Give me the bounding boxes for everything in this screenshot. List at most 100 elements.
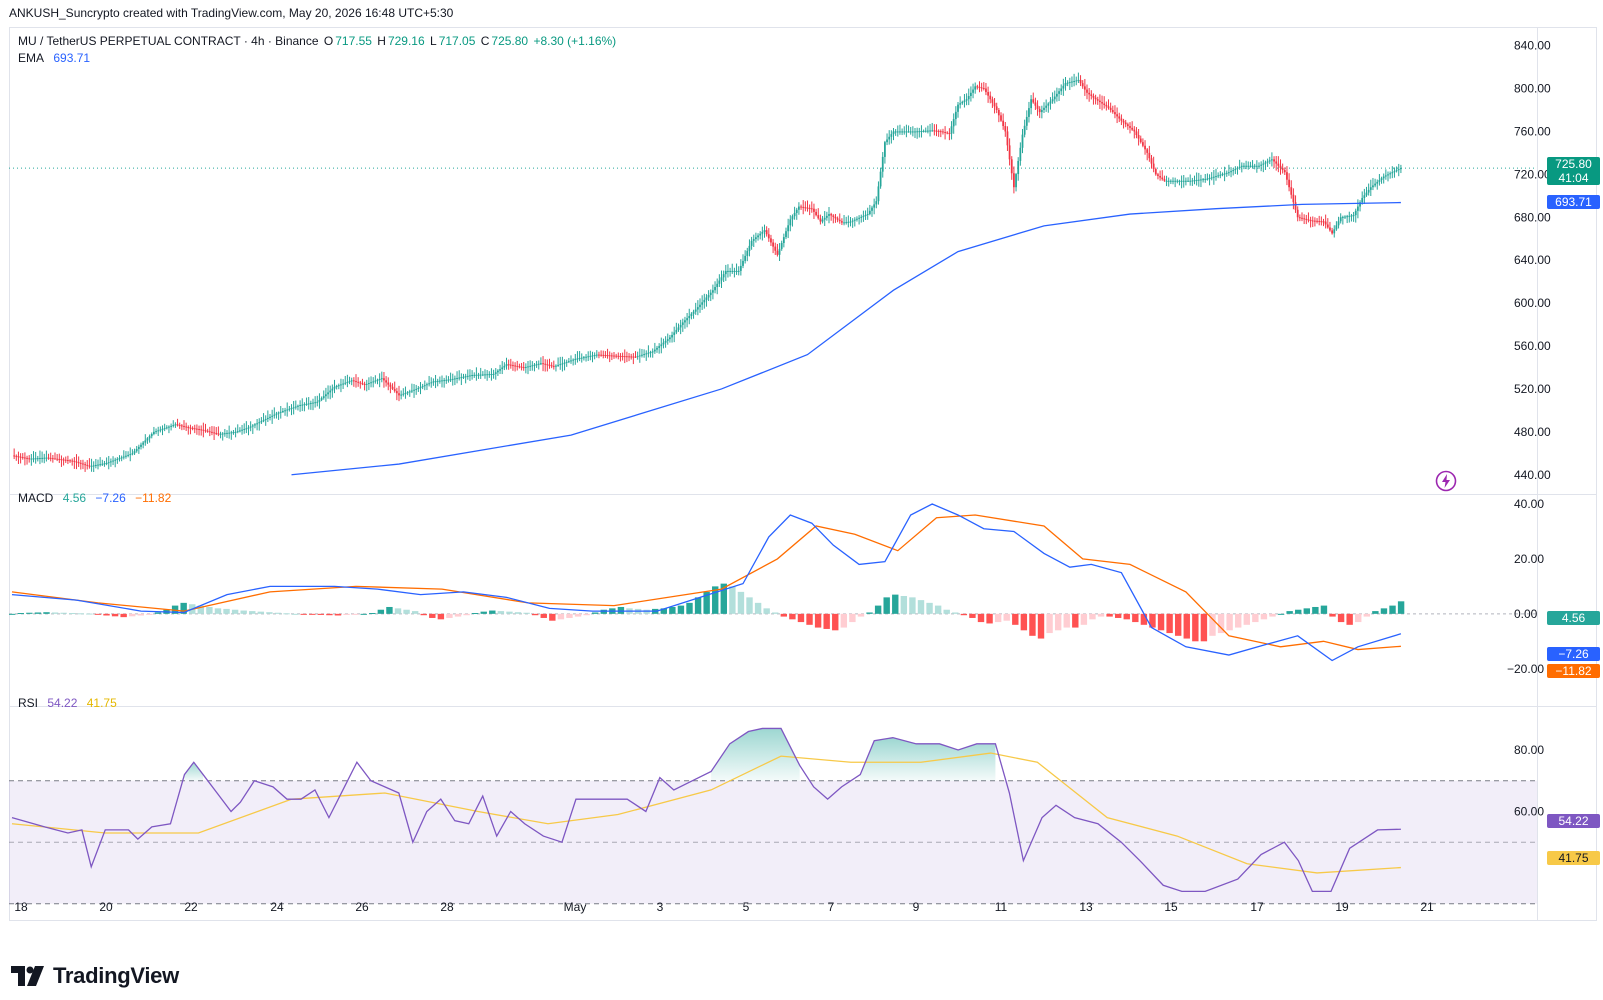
candle-body xyxy=(1314,220,1316,222)
candle-body xyxy=(879,171,882,187)
candle-body xyxy=(1148,152,1151,159)
candle-body xyxy=(647,352,650,354)
tradingview-logo-text: TradingView xyxy=(53,963,179,988)
candle-body xyxy=(1322,221,1325,223)
macd-histogram-bar xyxy=(497,611,505,614)
macd-histogram-bar xyxy=(1260,613,1268,620)
candle-body xyxy=(570,360,572,362)
candle-body xyxy=(1002,120,1005,127)
candle-body xyxy=(720,277,723,281)
symbol-label[interactable]: MU / TetherUS PERPETUAL CONTRACT · 4h · … xyxy=(18,34,319,48)
candle-body xyxy=(1058,91,1060,94)
candle-body xyxy=(976,86,979,88)
macd-histogram-bar xyxy=(146,613,153,615)
x-tick-label: 7 xyxy=(828,900,835,914)
macd-histogram-bar xyxy=(883,597,890,614)
candle-body xyxy=(1182,180,1185,182)
candle-body xyxy=(494,372,497,374)
candle-body xyxy=(1150,158,1153,164)
lightning-icon[interactable] xyxy=(1435,470,1457,492)
candle-body xyxy=(675,329,678,333)
candle-body xyxy=(699,304,701,308)
candle-body xyxy=(127,454,129,456)
candle-body xyxy=(1335,225,1338,230)
candle-body xyxy=(1275,161,1278,164)
macd-histogram-bar xyxy=(540,613,547,618)
candle-body xyxy=(21,457,24,459)
candle-body xyxy=(630,356,633,358)
rsi-legend[interactable]: RSI 54.22 41.75 xyxy=(18,696,119,710)
candle-body xyxy=(26,457,28,459)
candle-body xyxy=(1030,99,1032,109)
candle-body xyxy=(714,287,716,291)
candle-body xyxy=(1036,105,1039,109)
macd-histogram-bar xyxy=(249,611,256,614)
macd-histogram-bar xyxy=(591,612,599,614)
candle-body xyxy=(813,208,815,212)
candle-body xyxy=(1329,227,1331,231)
candle-body xyxy=(1341,216,1344,218)
candle-body xyxy=(937,130,940,132)
candle-body xyxy=(860,216,863,218)
candle-body xyxy=(165,427,168,429)
candle-body xyxy=(243,429,246,430)
y-tick-label: 800.00 xyxy=(1514,82,1551,96)
ema-line xyxy=(291,201,1401,476)
candle-body xyxy=(593,355,596,357)
macd-legend[interactable]: MACD 4.56 −7.26 −11.82 xyxy=(18,491,173,505)
candle-body xyxy=(484,374,486,376)
candle-body xyxy=(1279,165,1282,168)
candle-body xyxy=(370,382,372,384)
candle-body xyxy=(662,342,665,345)
candle-body xyxy=(39,458,41,460)
candle-body xyxy=(924,130,927,132)
candle-body xyxy=(991,99,994,103)
macd-histogram-bar xyxy=(300,613,307,615)
candle-body xyxy=(191,427,194,429)
candle-body xyxy=(271,415,274,417)
tradingview-logo[interactable]: TradingView xyxy=(11,963,179,989)
candle-body xyxy=(1389,173,1392,175)
candle-body xyxy=(1116,114,1118,117)
candle-body xyxy=(1053,96,1056,100)
candle-body xyxy=(120,457,123,459)
candle-body xyxy=(1021,134,1024,148)
candle-body xyxy=(110,461,112,463)
candle-body xyxy=(1374,183,1376,186)
candle-body xyxy=(1395,170,1398,172)
candle-body xyxy=(456,377,458,379)
candle-body xyxy=(1363,195,1366,198)
candle-body xyxy=(137,446,140,450)
candle-body xyxy=(320,398,323,400)
candle-body xyxy=(1090,94,1093,97)
macd-histogram-bar xyxy=(892,594,899,614)
candle-body xyxy=(406,392,409,394)
candle-body xyxy=(264,418,267,421)
macd-histogram-bar xyxy=(214,608,222,614)
candle-body xyxy=(449,379,452,381)
candle-body xyxy=(512,365,514,367)
candle-body xyxy=(638,355,641,357)
macd-histogram-bar xyxy=(1037,613,1045,639)
main-legend: MU / TetherUS PERPETUAL CONTRACT · 4h · … xyxy=(18,34,618,48)
candle-body xyxy=(363,383,366,385)
candle-body xyxy=(466,375,469,377)
macd-histogram-bar xyxy=(1397,601,1405,614)
candle-body xyxy=(1283,170,1286,173)
candle-body xyxy=(849,221,852,223)
macd-histogram-bar xyxy=(523,612,530,614)
candle-body xyxy=(598,354,600,356)
candle-body xyxy=(718,280,721,284)
macd-histogram-bar xyxy=(446,613,453,618)
y-tick-label: 640.00 xyxy=(1514,253,1551,267)
macd-histogram-bar xyxy=(1277,613,1285,615)
y-tick-label: 600.00 xyxy=(1514,296,1551,310)
macd-histogram-bar xyxy=(1286,611,1293,614)
candle-body xyxy=(1204,178,1207,180)
candle-body xyxy=(236,431,239,433)
macd-histogram-bar xyxy=(1312,606,1319,614)
ema-legend[interactable]: EMA 693.71 xyxy=(18,51,92,65)
candle-body xyxy=(1083,86,1086,90)
candle-body xyxy=(907,131,910,133)
